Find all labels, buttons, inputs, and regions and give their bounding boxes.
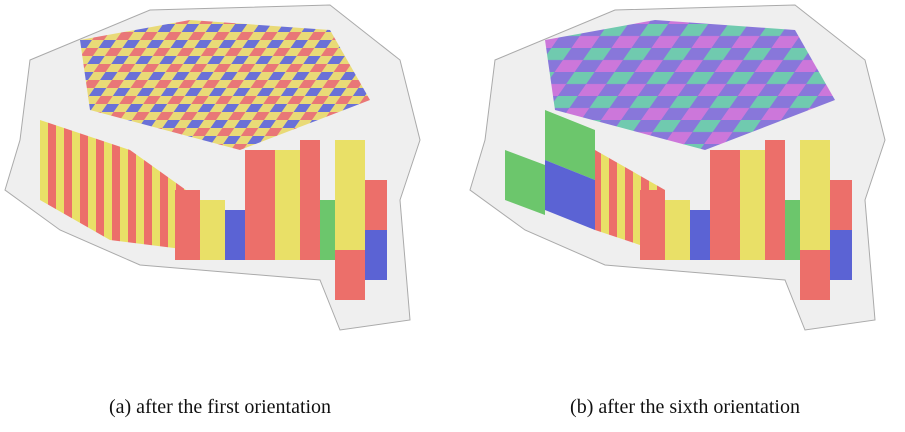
render-b [465,0,905,350]
caption: (a) after the first orientation [0,396,440,419]
subfigure-b: (b) after the sixth orientation [465,0,905,432]
page: (a) after the first orientation (b) afte… [0,0,905,432]
render-a [0,0,440,350]
caption: (b) after the sixth orientation [465,396,905,419]
subfigure-a: (a) after the first orientation [0,0,440,432]
